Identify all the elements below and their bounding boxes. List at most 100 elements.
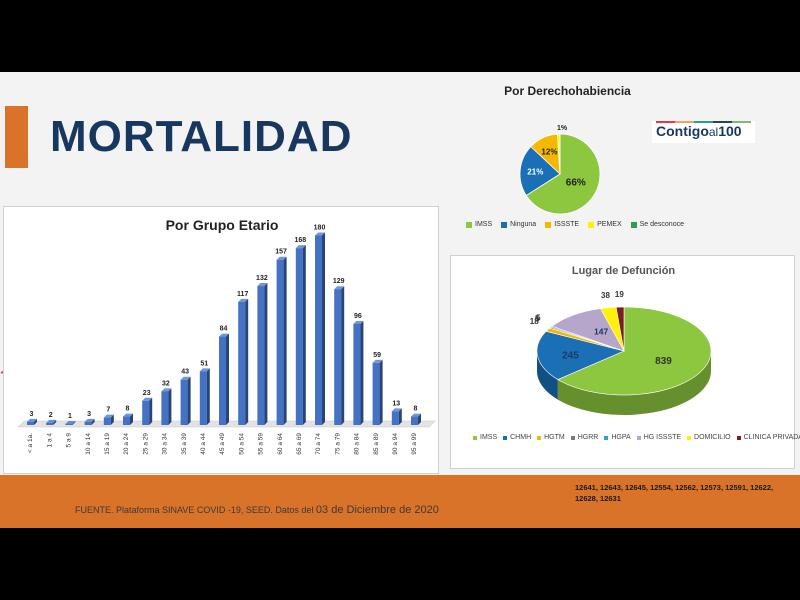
legend-label: ISSSTE (554, 221, 580, 228)
age-group-bar-chart: 3 < a 1a. 2 1 a 4 1 5 a 9 3 10 a 14 7 15 a 19 8 20 … (17, 225, 436, 455)
death-place-pie-label: 38 (601, 291, 610, 300)
age-bar-side (34, 418, 37, 425)
age-category-tick-label: 70 a 74 (315, 433, 322, 455)
age-bar-front (276, 259, 284, 425)
age-bar-front (142, 400, 150, 425)
age-bar-front (411, 416, 418, 425)
age-bar (27, 418, 37, 425)
age-bar-front (257, 286, 265, 425)
death-place-slice (536, 331, 625, 380)
death-place-legend-item: DOMICILIO (687, 434, 731, 441)
age-bar-front (334, 289, 342, 425)
death-place-slice-side (557, 351, 711, 415)
age-bar-value-label: 7 (106, 407, 110, 414)
contigo-al-100-logo: Contigoal100 (652, 121, 755, 143)
age-bar (276, 256, 287, 425)
death-place-legend-item: CHMH (503, 434, 531, 441)
death-place-chart-panel: Lugar de Defunción 839 245 18 5 5 147 38 19 IMS… (450, 255, 800, 469)
legend-label: IMSS (475, 221, 493, 228)
footer-source: FUENTE. Plataforma SINAVE COVID -19, SEE… (75, 504, 439, 516)
logo-text-contigo: Contigo (656, 123, 709, 139)
age-category-tick-label: < a 1a. (27, 433, 34, 453)
age-bar-front (65, 423, 73, 425)
age-bar-value-label: 23 (143, 390, 151, 397)
age-bar-side (53, 419, 57, 425)
age-category-tick-label: 50 a 54 (238, 433, 245, 455)
age-bar-value-label: 8 (126, 406, 130, 413)
footer-source-text: FUENTE. Plataforma SINAVE COVID -19, SEE… (75, 505, 316, 515)
legend-label: IMSS (480, 434, 498, 441)
age-bar-side (245, 298, 249, 425)
logo-text-al: al (708, 125, 719, 139)
legend-label: HGTM (544, 434, 565, 441)
age-bar-front (238, 301, 246, 425)
death-place-legend-item: HG ISSSTE (636, 434, 682, 441)
age-category-tick-label: 90 a 94 (392, 433, 399, 455)
age-bar-top (46, 419, 57, 423)
footer-band (0, 475, 800, 528)
legend-swatch (588, 221, 595, 228)
age-bar-value-label: 13 (392, 400, 400, 407)
age-bar-top (276, 256, 287, 260)
age-bar (84, 418, 95, 425)
coverage-pie-label: 1% (557, 125, 568, 132)
coverage-pie-label: 21% (527, 168, 543, 177)
age-bar-top (295, 245, 306, 249)
death-place-legend-item: CLINICA PRIVADA (736, 434, 800, 441)
age-bar-value-label: 96 (354, 313, 362, 320)
age-bar-side (398, 408, 402, 425)
age-group-chart-panel: Por Grupo Etario 3 < a 1a. 2 1 a 4 1 5 a 9 3 10… (3, 206, 439, 474)
age-category-tick-label: 60 a 64 (277, 433, 284, 455)
death-place-slice (557, 306, 712, 396)
legend-swatch (630, 221, 637, 228)
coverage-pie-slice (525, 133, 601, 215)
death-place-pie-label: 5 (535, 314, 540, 323)
age-category-tick-label: 85 a 89 (373, 433, 380, 455)
age-bar-front (295, 248, 303, 425)
death-place-pie-label: 839 (655, 356, 672, 367)
age-bar-front (391, 411, 399, 425)
coverage-legend: IMSS Ninguna ISSSTE PEMEX Se desconoce (466, 221, 684, 228)
death-place-legend-item: IMSS (473, 434, 497, 441)
age-bar (334, 286, 345, 425)
age-bar-value-label: 59 (373, 352, 381, 359)
age-bar (295, 245, 306, 425)
death-place-slice (615, 306, 625, 352)
age-bar-front (27, 421, 34, 425)
age-bar-value-label: 129 (333, 278, 345, 285)
death-place-pie-label: 245 (562, 350, 579, 361)
age-bar (161, 388, 172, 425)
legend-label: CLINICA PRIVADA (743, 434, 800, 441)
age-bar-front (180, 379, 188, 425)
coverage-legend-item: ISSSTE (545, 221, 579, 228)
age-bar-top (103, 414, 114, 418)
legend-label: HG ISSSTE (643, 434, 682, 441)
age-bar (103, 414, 114, 425)
legend-swatch (537, 435, 542, 440)
coverage-pie-slice (519, 146, 561, 196)
death-place-chart-title: Lugar de Defunción (571, 265, 676, 277)
age-bar-front (103, 417, 111, 425)
legend-swatch (473, 435, 477, 440)
legend-label: HGPA (611, 434, 631, 441)
age-bar-side (72, 420, 76, 425)
age-bar-front (84, 421, 92, 425)
age-bar (315, 232, 325, 425)
age-bar-top (142, 397, 153, 401)
age-category-tick-label: 55 a 59 (258, 433, 265, 455)
age-category-tick-label: 95 a 99 (411, 433, 418, 455)
age-bar-value-label: 84 (220, 326, 228, 333)
death-place-pie-label: 19 (615, 290, 624, 299)
age-bar-front (123, 416, 130, 425)
age-category-tick-label: 35 a 39 (181, 433, 188, 455)
age-category-tick-label: 45 a 49 (219, 433, 226, 455)
legend-label: DOMICILIO (694, 434, 731, 441)
age-bar-value-label: 1 (68, 413, 72, 420)
coverage-legend-item: Ninguna (501, 221, 536, 228)
title-accent-bar (5, 106, 28, 168)
age-bar-top (334, 286, 345, 290)
age-bar-value-label: 157 (275, 249, 287, 256)
age-bar-value-label: 51 (200, 360, 208, 367)
slide: MORTALIDAD Por Grupo Etario 3 < a 1a. 2 1 a… (0, 72, 800, 528)
